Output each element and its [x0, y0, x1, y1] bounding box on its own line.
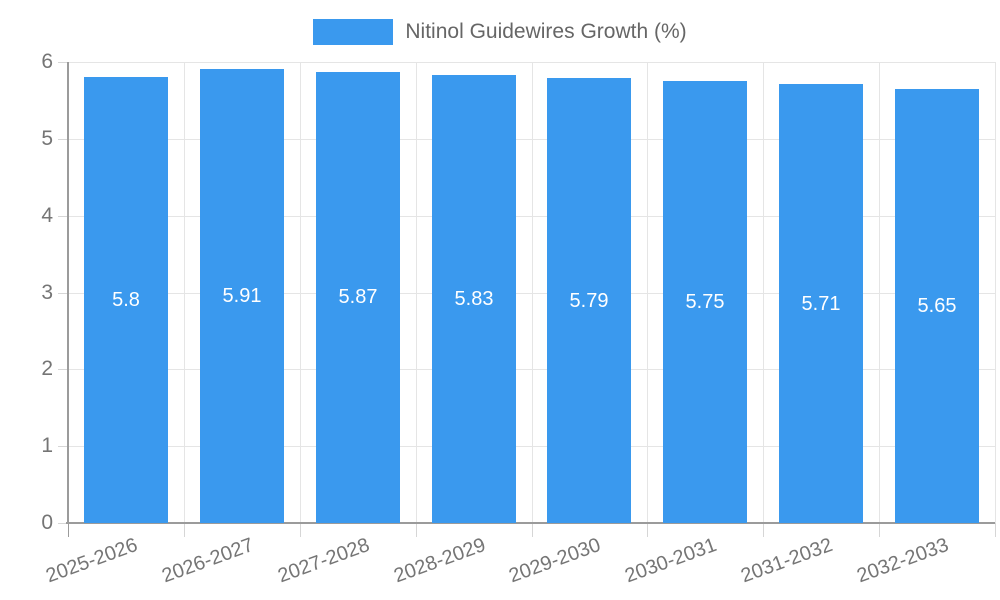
- x-tick-mark: [416, 523, 417, 537]
- bar-value-label: 5.91: [222, 285, 262, 307]
- bar: [316, 72, 400, 523]
- legend-label: Nitinol Guidewires Growth (%): [405, 20, 687, 43]
- x-gridline: [995, 62, 996, 523]
- x-axis-label: 2025-2026: [43, 533, 141, 588]
- x-tick-mark: [68, 523, 69, 537]
- bar: [547, 78, 631, 523]
- legend-swatch: [313, 19, 394, 45]
- y-axis-label: 5: [41, 127, 53, 150]
- y-tick-mark: [58, 446, 68, 447]
- y-gridline: [68, 446, 995, 447]
- y-axis-label: 1: [41, 434, 53, 457]
- x-axis-label: 2028-2029: [391, 533, 489, 588]
- bar-value-label: 5.83: [454, 288, 494, 310]
- y-gridline: [68, 62, 995, 63]
- x-axis-label: 2026-2027: [159, 533, 257, 588]
- y-axis-label: 3: [41, 281, 53, 304]
- x-gridline: [532, 62, 533, 523]
- x-axis-label: 2029-2030: [506, 533, 604, 588]
- x-gridline: [647, 62, 648, 523]
- x-tick-mark: [763, 523, 764, 537]
- y-tick-mark: [58, 369, 68, 370]
- y-tick-mark: [58, 523, 68, 524]
- x-gridline: [416, 62, 417, 523]
- x-gridline: [763, 62, 764, 523]
- x-tick-mark: [995, 523, 996, 537]
- y-tick-mark: [58, 139, 68, 140]
- bar: [200, 69, 284, 523]
- y-axis-line: [67, 62, 69, 523]
- x-tick-mark: [879, 523, 880, 537]
- bar: [895, 89, 979, 523]
- bar: [84, 77, 168, 523]
- y-gridline: [68, 216, 995, 217]
- y-axis-label: 6: [41, 50, 53, 73]
- bar: [663, 81, 747, 523]
- x-axis-label: 2031-2032: [738, 533, 836, 588]
- x-axis-line: [66, 522, 995, 524]
- y-tick-mark: [58, 216, 68, 217]
- y-axis-label: 0: [41, 511, 53, 534]
- x-axis-label: 2030-2031: [622, 533, 720, 588]
- bar: [432, 75, 516, 523]
- bar-value-label: 5.71: [801, 293, 841, 315]
- x-tick-mark: [300, 523, 301, 537]
- bar-value-label: 5.75: [685, 291, 725, 313]
- bar-value-label: 5.8: [112, 289, 140, 311]
- x-axis-label: 2027-2028: [275, 533, 373, 588]
- y-tick-mark: [58, 293, 68, 294]
- y-gridline: [68, 369, 995, 370]
- x-gridline: [879, 62, 880, 523]
- x-axis-label: 2032-2033: [854, 533, 952, 588]
- x-tick-mark: [184, 523, 185, 537]
- bar-value-label: 5.79: [569, 290, 609, 312]
- x-gridline: [300, 62, 301, 523]
- chart-legend-item[interactable]: Nitinol Guidewires Growth (%): [0, 17, 1000, 47]
- y-gridline: [68, 139, 995, 140]
- bar-value-label: 5.87: [338, 286, 378, 308]
- y-tick-mark: [58, 62, 68, 63]
- x-gridline: [184, 62, 185, 523]
- x-tick-mark: [647, 523, 648, 537]
- x-tick-mark: [532, 523, 533, 537]
- bar-value-label: 5.65: [917, 295, 957, 317]
- y-gridline: [68, 293, 995, 294]
- y-axis-label: 4: [41, 204, 53, 227]
- bar: [779, 84, 863, 523]
- y-axis-label: 2: [41, 357, 53, 380]
